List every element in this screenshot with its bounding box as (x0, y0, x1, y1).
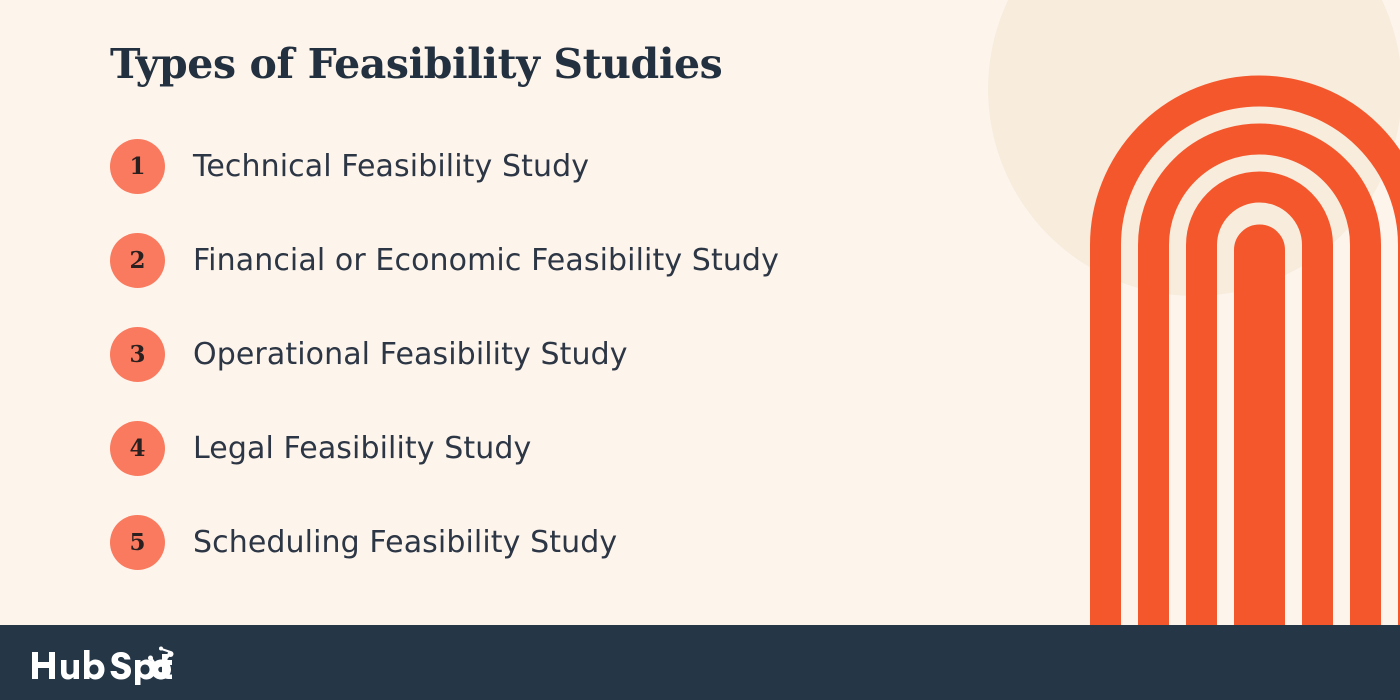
hubspot-wordmark-icon (32, 646, 174, 685)
list-item: 2 Financial or Economic Feasibility Stud… (110, 232, 779, 288)
list-item: 1 Technical Feasibility Study (110, 138, 779, 194)
list-item: 5 Scheduling Feasibility Study (110, 514, 779, 570)
page-title: Types of Feasibility Studies (110, 40, 723, 88)
hubspot-sprocket-icon (148, 646, 174, 676)
feasibility-study-list: 1 Technical Feasibility Study 2 Financia… (110, 138, 779, 608)
list-item-label: Legal Feasibility Study (193, 430, 532, 466)
list-item: 4 Legal Feasibility Study (110, 420, 779, 476)
list-item-label: Technical Feasibility Study (193, 148, 590, 184)
arch-ring-2 (1186, 171, 1333, 625)
list-item-label: Operational Feasibility Study (193, 336, 628, 372)
list-number-badge: 5 (110, 514, 165, 570)
list-number-badge: 1 (110, 138, 165, 194)
footer-bar (0, 625, 1400, 700)
list-number-badge: 2 (110, 232, 165, 288)
list-item-label: Scheduling Feasibility Study (193, 524, 618, 560)
concentric-arches-decoration (1070, 0, 1400, 625)
list-number-badge: 3 (110, 326, 165, 382)
arch-ring-1 (1234, 224, 1285, 625)
arch-ring-4 (1090, 75, 1400, 625)
hubspot-logo (30, 641, 175, 685)
list-item-label: Financial or Economic Feasibility Study (193, 242, 779, 278)
list-number-badge: 4 (110, 420, 165, 476)
list-item: 3 Operational Feasibility Study (110, 326, 779, 382)
arch-ring-3 (1138, 123, 1381, 625)
